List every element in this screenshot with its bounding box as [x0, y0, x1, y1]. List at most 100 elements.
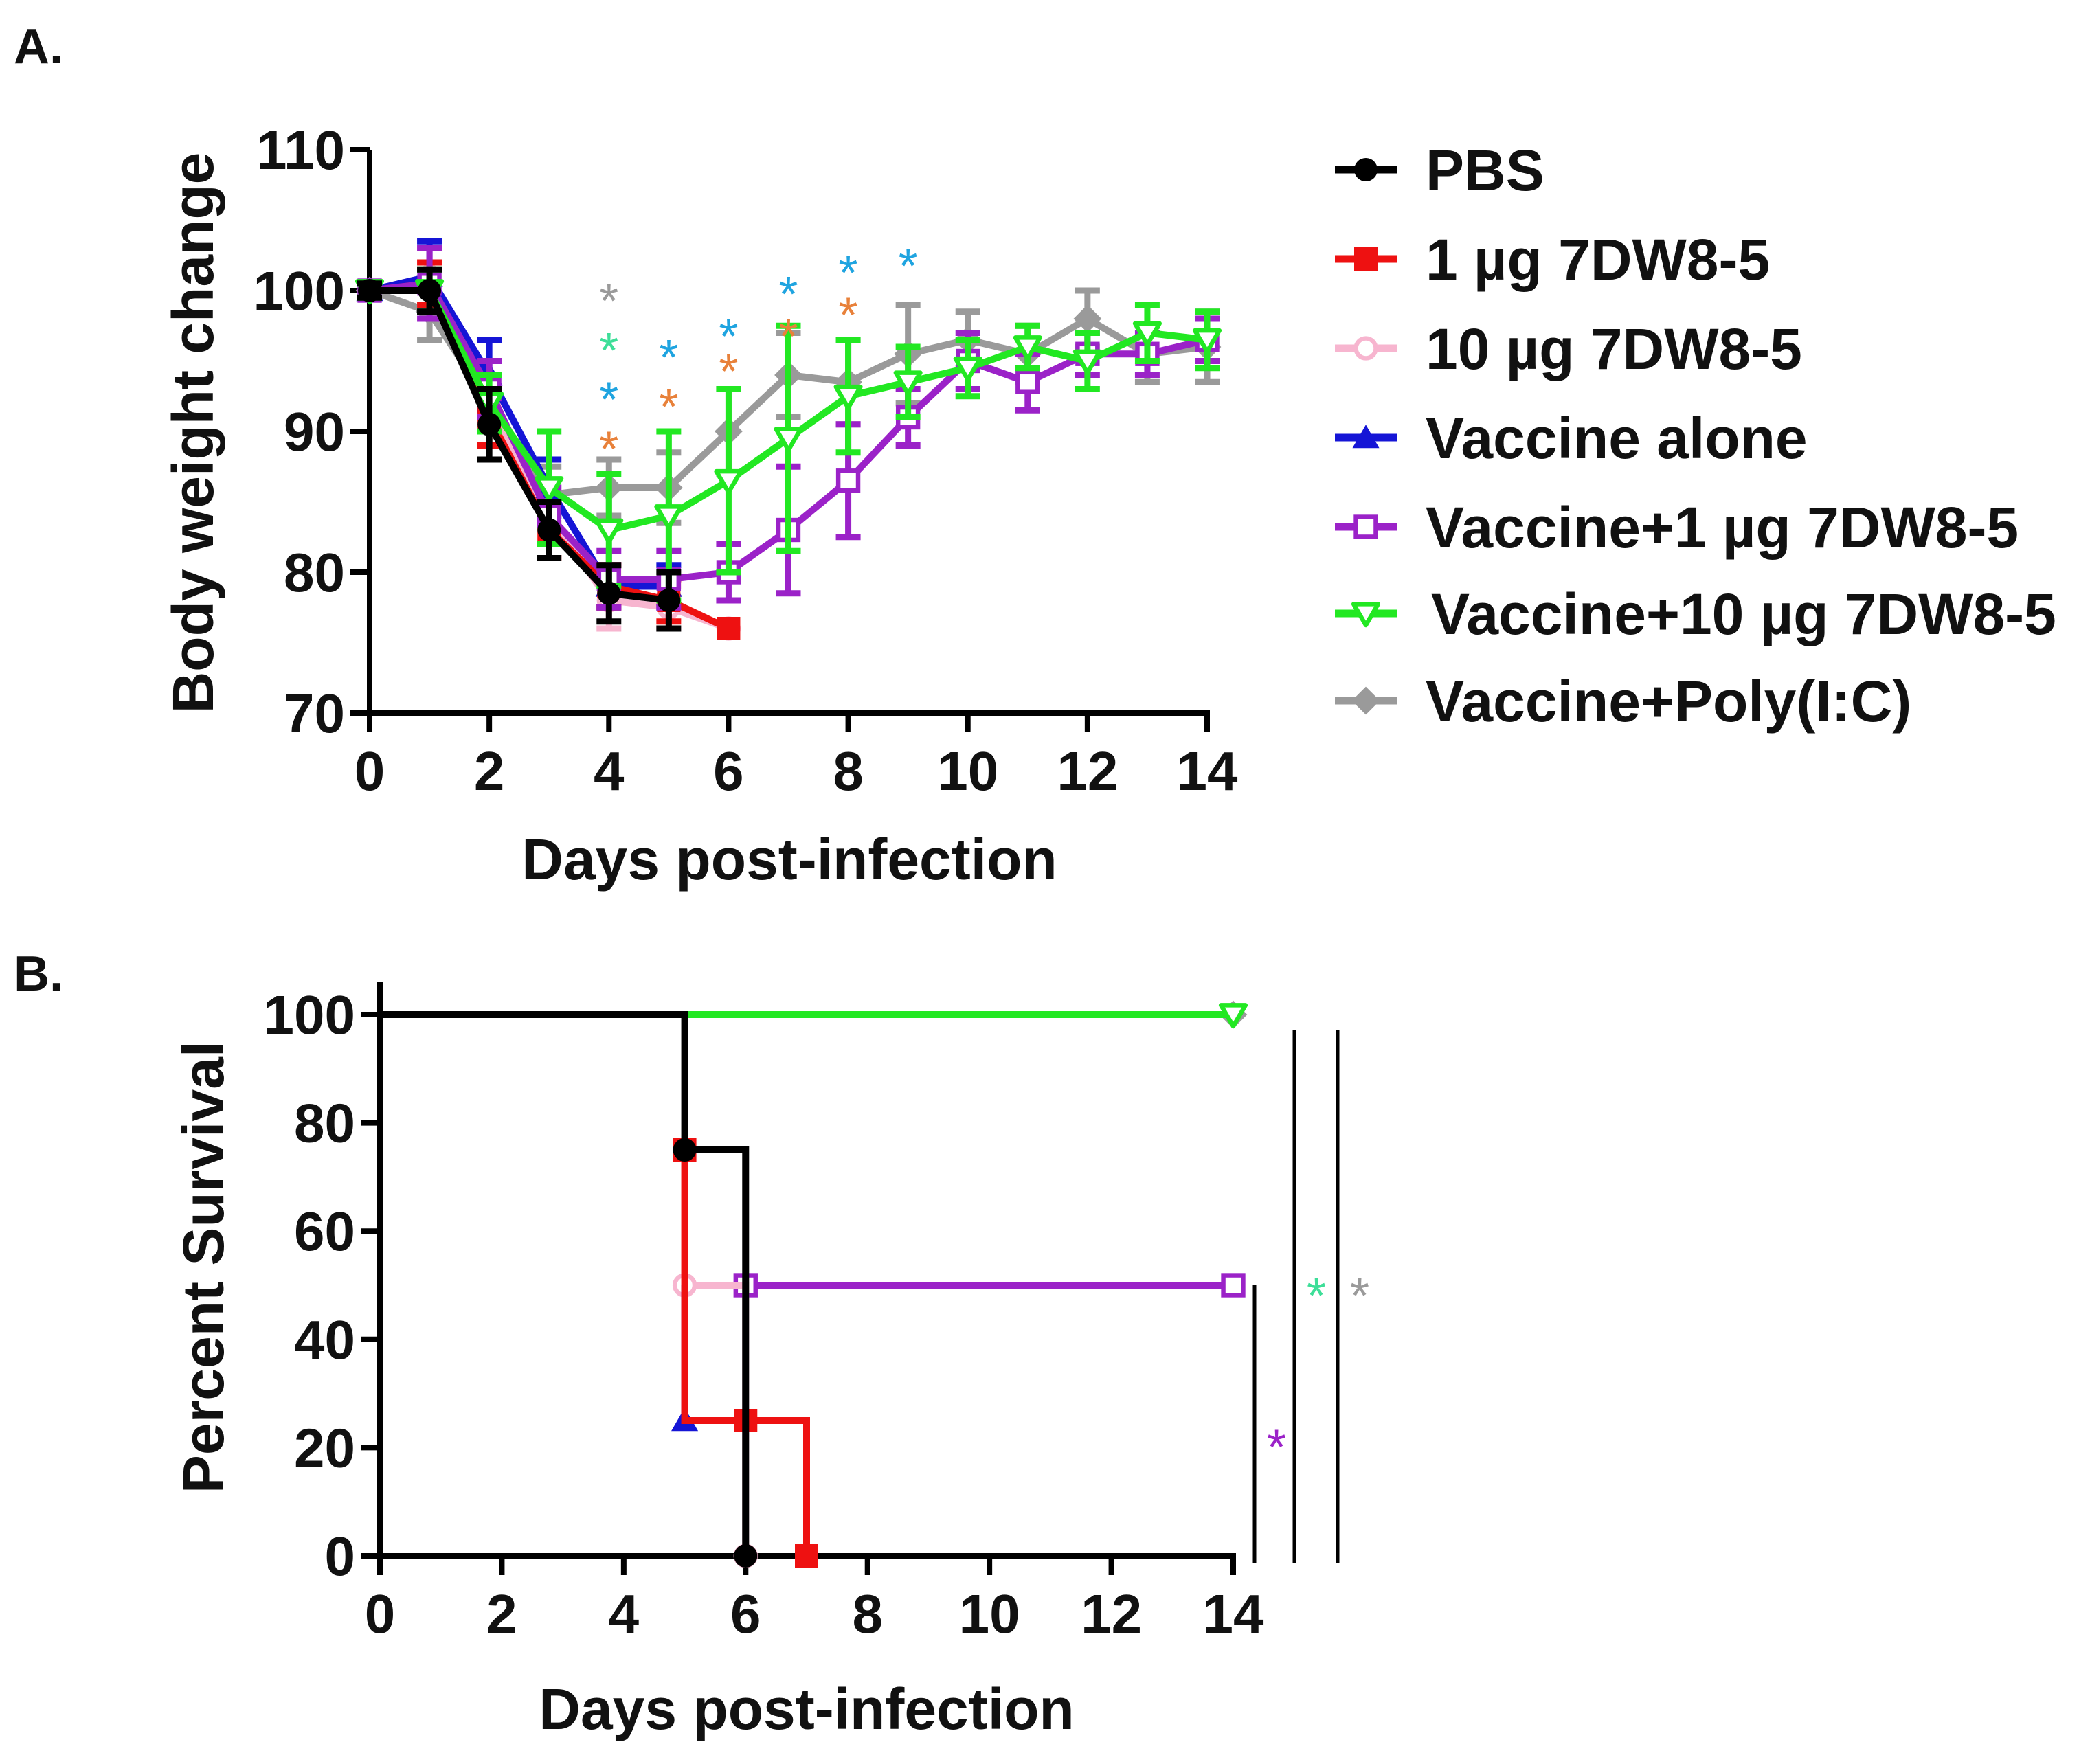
legend-marker [1351, 686, 1380, 715]
panel-a-data-point [597, 581, 621, 605]
panel-b-y-tick-label: 40 [294, 1309, 355, 1370]
panel-b-x-tick-label: 8 [852, 1583, 883, 1644]
legend-label: Vaccine+Poly(I:C) [1426, 669, 1911, 734]
panel-b-data-point [1221, 1273, 1246, 1298]
panel-b-x-tick-label: 4 [609, 1583, 640, 1644]
panel-b-x-axis-title: Days post-infection [539, 1677, 1074, 1741]
legend-label: 1 µg 7DW8-5 [1426, 227, 1770, 292]
panel-a-x-tick-label: 4 [594, 740, 625, 802]
panel-a-data-point [953, 356, 982, 382]
panel-b-significance-star: * [1267, 1421, 1286, 1475]
legend-item-mab10: 10 µg 7DW8-5 [1335, 317, 1802, 381]
legend-label: 10 µg 7DW8-5 [1426, 317, 1802, 381]
panel-b-y-tick-label: 60 [294, 1201, 355, 1262]
legend-marker [1354, 158, 1378, 181]
panel-a-y-tick-label: 90 [284, 401, 345, 462]
panel-b-significance-star: * [1307, 1269, 1326, 1324]
legend-label: Vaccine+10 µg 7DW8-5 [1431, 582, 2056, 646]
legend-item-pbs: PBS [1335, 138, 1544, 203]
panel-b-y-axis-title: Percent Survival [171, 1041, 236, 1493]
panel-a-x-tick-label: 14 [1177, 740, 1238, 802]
legend-item-vaccine_mab1: Vaccine+1 µg 7DW8-5 [1335, 495, 2019, 560]
panel-a-data-point [774, 427, 803, 453]
panel-a-significance-star: * [659, 330, 678, 385]
panel-b-series-vaccine_mab10 [684, 1003, 1248, 1029]
panel-a-x-tick-label: 8 [833, 740, 864, 802]
panel-a-significance-star: * [778, 267, 798, 322]
legend-label: Vaccine+1 µg 7DW8-5 [1426, 495, 2019, 560]
panel-b-chart: B. 0 20 40 60 80 100 0 2 4 6 8 10 12 14 * * * Days post-… [14, 947, 1369, 1741]
panel-a-series-vaccine_alone [356, 238, 682, 611]
panel-a-label: A. [14, 19, 63, 74]
panel-a-data-point [1132, 321, 1162, 347]
panel-b-y-tick-label: 20 [294, 1417, 355, 1478]
panel-a-data-point [1013, 335, 1042, 361]
panel-a-data-point [418, 279, 442, 302]
panel-b-label: B. [14, 947, 63, 1002]
panel-b-data-point [734, 1544, 758, 1568]
legend-marker [1353, 514, 1378, 539]
legend-marker [1351, 602, 1381, 628]
panel-b-survival-curve [681, 1150, 750, 1556]
panel-a-data-point [1073, 304, 1102, 333]
panel-a-significance-star: * [839, 289, 858, 343]
panel-a-data-point [833, 384, 863, 410]
panel-b-y-tick-label: 80 [294, 1093, 355, 1154]
panel-a-series-line [368, 273, 669, 590]
panel-a-y-tick-label: 110 [256, 120, 345, 181]
panel-b-survival-curve [681, 1285, 746, 1424]
panel-b-x-tick-label: 2 [486, 1583, 517, 1644]
legend-item-vaccine_polyic: Vaccine+Poly(I:C) [1335, 669, 1911, 734]
panel-a-x-tick-label: 12 [1057, 740, 1118, 802]
panel-a-y-tick-label: 70 [284, 683, 345, 744]
panel-a-data-point [594, 518, 624, 544]
legend-item-vaccine_alone: Vaccine alone [1335, 406, 1808, 471]
panel-b-significance-star: * [1350, 1269, 1369, 1324]
panel-b-data-point [795, 1544, 818, 1568]
panel-a-x-tick-label: 2 [474, 740, 505, 802]
panel-b-plot-area: 0 20 40 60 80 100 0 2 4 6 8 10 12 14 * * * [264, 982, 1369, 1644]
panel-a-significance-star: * [899, 239, 918, 294]
panel-a-data-point [477, 412, 502, 436]
panel-a-y-tick-label: 80 [284, 542, 345, 603]
panel-a-y-axis-title: Body weight change [161, 152, 225, 714]
panel-a-significance-star: * [778, 309, 798, 364]
panel-a-data-point [717, 617, 741, 640]
legend-marker [1354, 247, 1378, 271]
panel-a-data-point [654, 504, 684, 530]
panel-b-y-tick-label: 0 [325, 1526, 356, 1587]
panel-a-data-point [714, 468, 743, 495]
panel-a-significance-star: * [599, 324, 618, 378]
panel-a-y-tick-label: 100 [254, 260, 345, 321]
panel-a-data-point [1072, 349, 1102, 375]
panel-a-significance-star: * [599, 274, 618, 329]
panel-a-x-axis-title: Days post-infection [521, 827, 1057, 892]
panel-a-data-point [358, 279, 381, 302]
panel-a-significance-star: * [719, 345, 738, 400]
panel-a-data-point [1015, 370, 1040, 394]
panel-a-data-point [893, 370, 923, 396]
panel-a-data-point [835, 468, 861, 493]
legend-label: PBS [1426, 138, 1544, 203]
panel-a-data-point [537, 518, 561, 542]
panel-a-significance-star: * [839, 246, 858, 301]
legend-item-vaccine_mab10: Vaccine+10 µg 7DW8-5 [1335, 582, 2056, 646]
panel-b-x-tick-label: 6 [730, 1583, 761, 1644]
panel-a-significance-star: * [599, 373, 618, 428]
panel-b-x-tick-label: 14 [1203, 1583, 1264, 1644]
panel-b-x-tick-label: 12 [1081, 1583, 1142, 1644]
panel-b-x-tick-label: 10 [959, 1583, 1020, 1644]
panel-a-significance-star: * [719, 309, 738, 364]
panel-a-data-point [535, 476, 564, 502]
panel-a-significance-star: * [659, 380, 678, 435]
legend-marker [1352, 425, 1380, 449]
panel-a-data-point [1192, 328, 1222, 354]
panel-b-x-tick-label: 0 [365, 1583, 396, 1644]
legend: PBS 1 µg 7DW8-5 10 µg 7DW8-5 Vaccine alone V… [1335, 138, 2056, 734]
legend-marker [1353, 336, 1378, 361]
panel-a-x-tick-label: 6 [713, 740, 744, 802]
panel-a-series-vaccine_mab10 [355, 266, 1222, 604]
